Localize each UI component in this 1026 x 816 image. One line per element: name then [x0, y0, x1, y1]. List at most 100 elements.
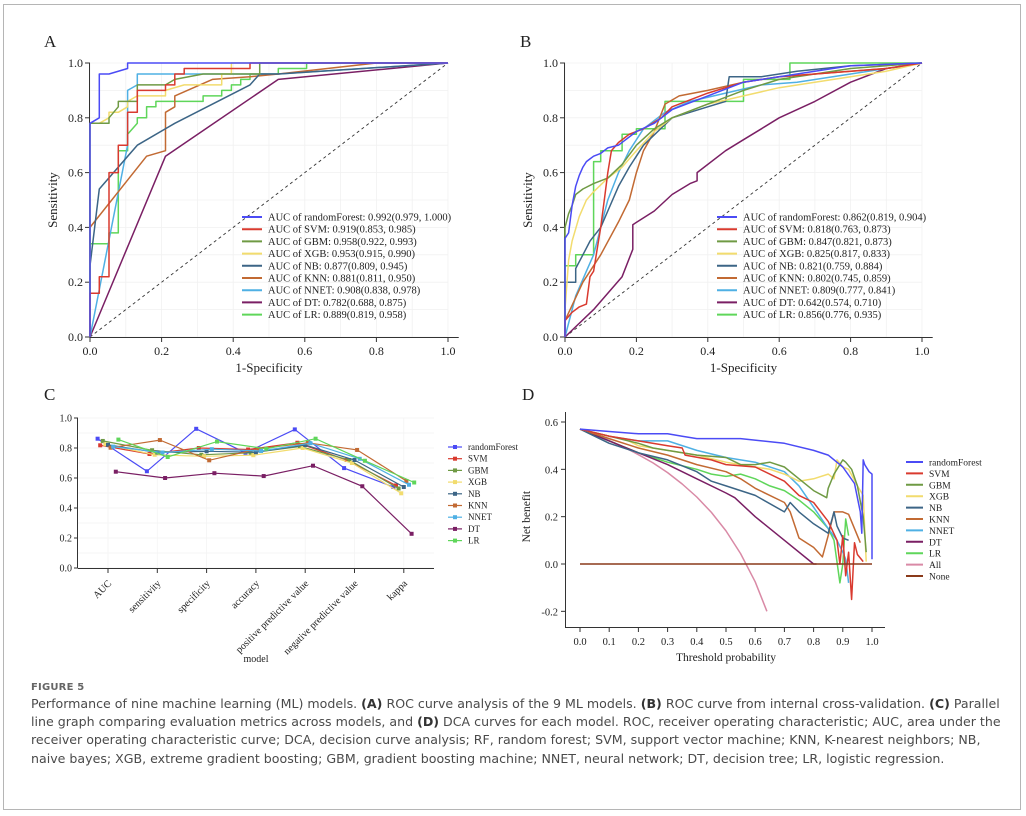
- legend-label-randomforest: AUC of randomForest: 0.862(0.819, 0.904): [743, 213, 927, 224]
- legend-label-all: All: [929, 561, 942, 571]
- y-tick-label: 1.0: [60, 414, 73, 425]
- roc-curve-xgb: [89, 62, 448, 337]
- metric-point-knn: [404, 479, 409, 483]
- metric-point-randomforest: [144, 469, 149, 474]
- legend-label-nnet: AUC of NNET: 0.809(0.777, 0.841): [743, 286, 896, 297]
- caption-panel-ref: (D): [417, 714, 440, 730]
- x-tick-label: 0.9: [836, 637, 849, 648]
- metric-point-gbm: [298, 444, 302, 449]
- x-tick-label: 0.2: [154, 344, 169, 358]
- y-tick-label: 0.0: [545, 560, 558, 571]
- legend-label-nnet: NNET: [929, 527, 955, 537]
- caption-segment: Parallel line graph comparing evaluation…: [31, 696, 1000, 730]
- metric-point-xgb: [251, 453, 256, 458]
- metric-point-gbm: [347, 458, 352, 462]
- caption-panel-ref: (B): [640, 696, 662, 711]
- roc-curve-svm: [564, 62, 923, 337]
- metric-point-knn: [305, 440, 310, 445]
- metric-point-dt: [113, 469, 118, 474]
- metric-point-nnet: [308, 441, 313, 446]
- metric-point-svm: [196, 446, 201, 450]
- y-tick-label: 0.6: [543, 166, 558, 180]
- legend-label-svm: AUC of SVM: 0.818(0.763, 0.873): [743, 225, 891, 236]
- panel-b-letter: B: [520, 32, 531, 51]
- y-tick-label: 0.2: [60, 534, 73, 545]
- metric-point-dt: [360, 484, 365, 489]
- metric-point-xgb: [349, 461, 354, 465]
- y-tick-label: 0.0: [60, 564, 73, 575]
- caption-text: Performance of nine machine learning (ML…: [31, 695, 1001, 768]
- legend-label-randomforest: randomForest: [468, 442, 518, 452]
- y-tick-label: 0.6: [68, 166, 83, 180]
- y-tick-label: 0.8: [543, 111, 558, 125]
- legend-label-dt: DT: [929, 538, 942, 548]
- legend-label-gbm: GBM: [468, 465, 489, 475]
- roc-curve-lr: [564, 62, 922, 337]
- legend-marker-nnet: [453, 515, 457, 520]
- legend-label-dt: AUC of DT: 0.782(0.688, 0.875): [268, 298, 407, 309]
- y-tick-label: 0.2: [68, 275, 83, 289]
- legend-label-dt: DT: [468, 524, 480, 534]
- metric-point-lr: [116, 437, 121, 442]
- legend-label-randomforest: AUC of randomForest: 0.992(0.979, 1.000): [268, 213, 452, 224]
- figure-frame: [3, 4, 1021, 810]
- metric-point-knn: [157, 438, 162, 443]
- caption-panel-ref: (A): [361, 696, 383, 711]
- metric-point-randomforest: [391, 485, 396, 489]
- metric-point-gbm: [100, 438, 105, 443]
- roc-curve-nb: [89, 62, 449, 337]
- roc-curve-dt: [564, 62, 923, 338]
- legend-label-xgb: AUC of XGB: 0.953(0.915, 0.990): [268, 249, 415, 260]
- roc-curve-dt: [89, 62, 449, 338]
- legend-marker-gbm: [453, 468, 457, 473]
- y-tick-label: 0.0: [543, 330, 558, 344]
- x-tick-label: kappa: [385, 578, 410, 603]
- metric-point-lr: [264, 446, 269, 451]
- x-tick-label: 0.6: [772, 344, 787, 358]
- legend-label-svm: SVM: [929, 470, 950, 480]
- y-tick-label: -0.2: [541, 607, 558, 618]
- legend-label-svm: AUC of SVM: 0.919(0.853, 0.985): [268, 225, 416, 236]
- metric-point-nb: [204, 449, 209, 454]
- y-tick-label: 0.4: [543, 220, 558, 234]
- legend-marker-randomforest: [453, 445, 457, 449]
- legend-marker-svm: [453, 456, 457, 461]
- figure-caption: FIGURE 5 Performance of nine machine lea…: [31, 682, 1001, 768]
- dca-curve-randomforest: [579, 428, 873, 560]
- x-tick-label: 0.4: [226, 344, 241, 358]
- x-tick-label: 0.0: [573, 637, 586, 648]
- x-tick-label: 0.6: [297, 344, 312, 358]
- x-tick-label: 0.2: [632, 637, 645, 648]
- metric-point-randomforest: [342, 466, 347, 471]
- metric-point-randomforest: [292, 427, 297, 432]
- y-tick-label: 0.8: [60, 444, 73, 455]
- figure-label: FIGURE 5: [31, 682, 85, 693]
- legend-marker-knn: [453, 503, 457, 508]
- metric-point-svm: [246, 447, 251, 452]
- x-tick-label: 1.0: [915, 344, 930, 358]
- x-tick-label: 0.0: [83, 344, 98, 358]
- legend-label-gbm: AUC of GBM: 0.847(0.821, 0.873): [743, 237, 892, 248]
- panel-b-roc-cv: B 0.0 0.2 0.4 0.6 0.8 1.0 0.0 0.2 0.4 0.6 0.8 1.0 1-…: [520, 32, 933, 375]
- metric-point-nb: [106, 442, 110, 447]
- legend-marker-xgb: [453, 480, 457, 485]
- x-tick-label: 0.0: [558, 344, 573, 358]
- legend-label-randomforest: randomForest: [929, 459, 982, 469]
- metric-point-knn: [256, 446, 261, 451]
- legend-label-xgb: AUC of XGB: 0.825(0.817, 0.833): [743, 249, 890, 260]
- metric-point-nnet: [209, 447, 214, 452]
- y-tick-label: 0.8: [68, 111, 83, 125]
- x-axis-label: 1-Specificity: [235, 360, 303, 375]
- x-tick-label: 0.4: [690, 637, 704, 648]
- metric-point-lr: [215, 439, 219, 444]
- roc-curve-randomforest: [564, 62, 923, 337]
- panel-c-parallel-metrics: C 0.0 0.2 0.4 0.6 0.8 1.0 AUC sensitivity specif…: [44, 385, 518, 665]
- x-tick-label: 1.0: [441, 344, 456, 358]
- metric-point-lr: [313, 436, 318, 441]
- legend-label-xgb: XGB: [468, 477, 487, 487]
- panel-a-letter: A: [44, 32, 57, 51]
- metric-point-svm: [394, 483, 398, 488]
- x-tick-label: 0.5: [719, 637, 732, 648]
- metric-point-gbm: [199, 452, 204, 457]
- legend-label-nb: AUC of NB: 0.821(0.759, 0.884): [743, 261, 883, 272]
